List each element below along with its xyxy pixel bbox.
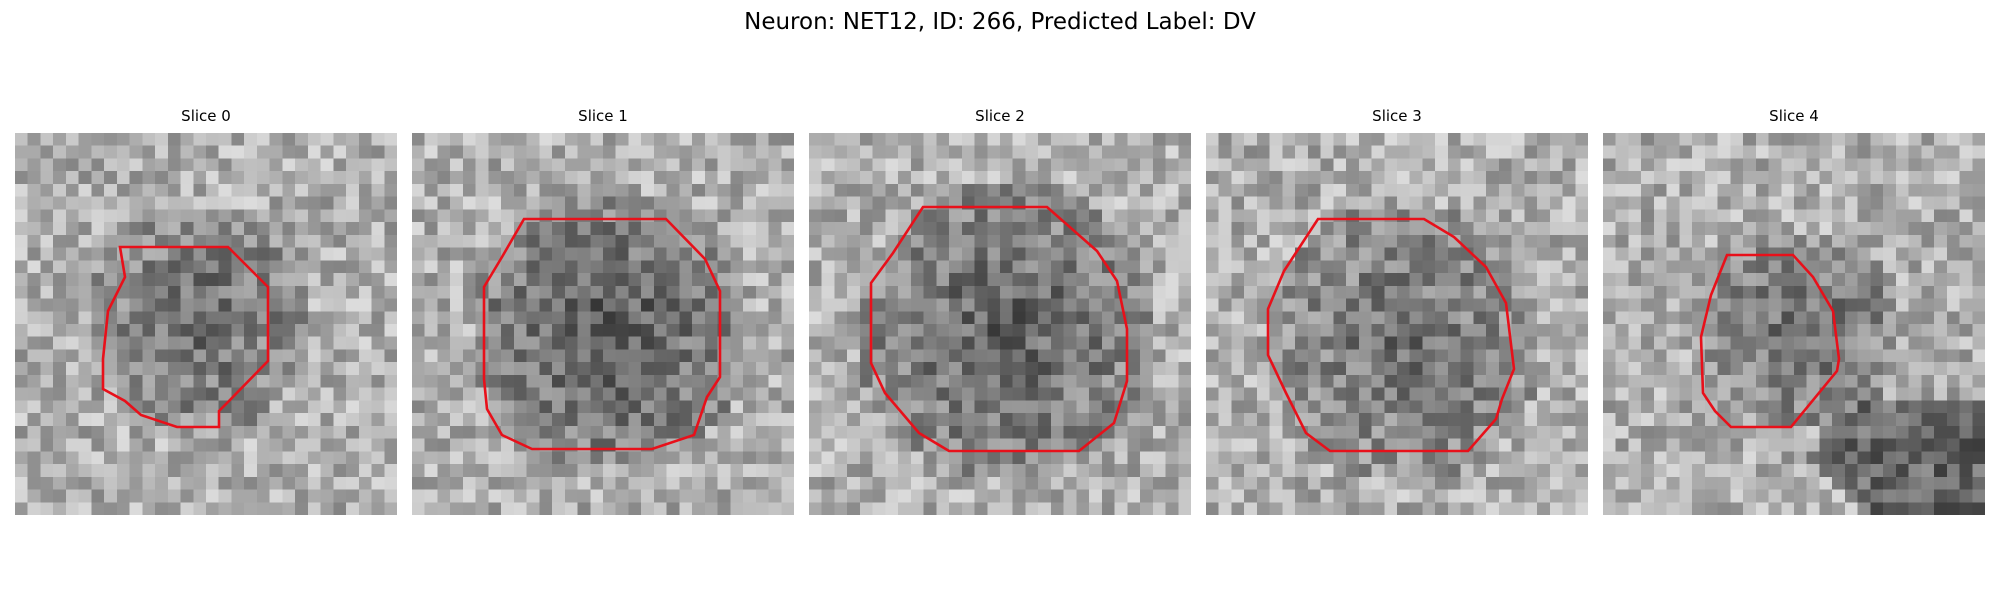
contour-line-0 <box>103 247 268 427</box>
slice-image-4 <box>1603 133 1985 515</box>
contour-line-3 <box>1268 219 1514 451</box>
segmentation-contour-3 <box>1206 133 1588 515</box>
slice-title-1: Slice 1 <box>408 107 798 127</box>
slice-title-2: Slice 2 <box>805 107 1195 127</box>
figure-title: Neuron: NET12, ID: 266, Predicted Label:… <box>0 8 2000 36</box>
contour-line-1 <box>484 219 720 449</box>
segmentation-contour-0 <box>15 133 397 515</box>
slice-panel-2: Slice 2 <box>805 107 1195 515</box>
slice-panel-4: Slice 4 <box>1599 107 1989 515</box>
segmentation-contour-1 <box>412 133 794 515</box>
slice-title-3: Slice 3 <box>1202 107 1592 127</box>
slice-panel-0: Slice 0 <box>11 107 401 515</box>
slice-title-0: Slice 0 <box>11 107 401 127</box>
slice-panel-3: Slice 3 <box>1202 107 1592 515</box>
slice-title-4: Slice 4 <box>1599 107 1989 127</box>
segmentation-contour-2 <box>809 133 1191 515</box>
contour-line-2 <box>871 207 1127 451</box>
slice-panel-1: Slice 1 <box>408 107 798 515</box>
segmentation-contour-4 <box>1603 133 1985 515</box>
slice-image-3 <box>1206 133 1588 515</box>
slice-image-1 <box>412 133 794 515</box>
contour-line-4 <box>1701 255 1839 427</box>
slice-image-2 <box>809 133 1191 515</box>
slice-image-0 <box>15 133 397 515</box>
